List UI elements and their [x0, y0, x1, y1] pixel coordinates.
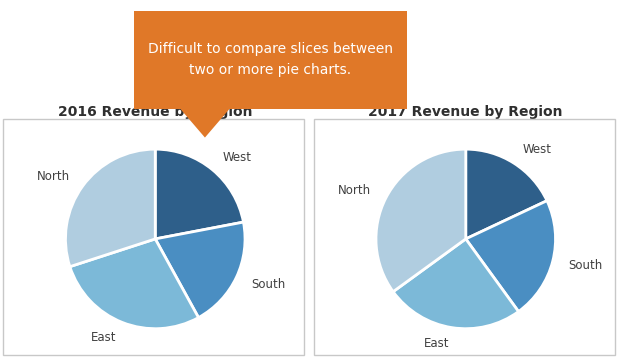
Wedge shape [393, 239, 519, 329]
Wedge shape [70, 239, 199, 329]
Wedge shape [155, 149, 243, 239]
Polygon shape [180, 109, 230, 138]
Text: East: East [424, 337, 449, 350]
Wedge shape [65, 149, 155, 267]
Text: West: West [522, 143, 551, 156]
Text: South: South [251, 278, 286, 291]
FancyBboxPatch shape [134, 11, 407, 109]
Text: North: North [338, 184, 371, 197]
Title: 2016 Revenue by Region: 2016 Revenue by Region [58, 105, 253, 119]
Wedge shape [155, 222, 245, 317]
Wedge shape [466, 149, 547, 239]
Title: 2017 Revenue by Region: 2017 Revenue by Region [368, 105, 563, 119]
Text: South: South [568, 259, 602, 272]
Text: North: North [37, 170, 70, 183]
Wedge shape [466, 201, 556, 312]
Wedge shape [376, 149, 466, 292]
Text: Difficult to compare slices between
two or more pie charts.: Difficult to compare slices between two … [148, 42, 392, 77]
Text: West: West [223, 151, 252, 164]
Text: East: East [91, 331, 116, 344]
